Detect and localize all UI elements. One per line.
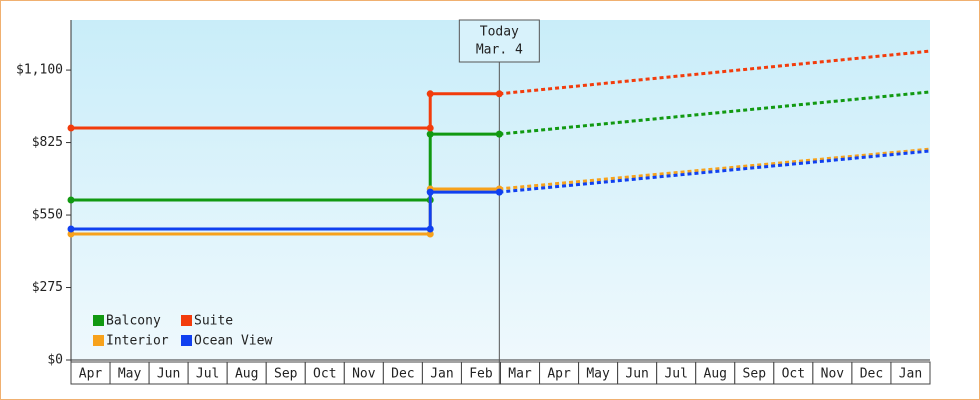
point [426, 188, 434, 196]
x-tick-label: Aug [235, 367, 258, 382]
x-tick-label: Oct [782, 367, 805, 382]
legend-swatch [181, 315, 192, 326]
x-tick-label: Dec [391, 367, 414, 382]
x-tick-label: Jul [196, 367, 219, 382]
x-tick-label: Jul [664, 367, 687, 382]
x-tick-label: Dec [860, 367, 883, 382]
forecast-line [499, 147, 931, 191]
price-line [71, 190, 500, 231]
x-tick-label: Nov [352, 367, 376, 382]
x-tick-label: Oct [313, 367, 336, 382]
legend-label: Ocean View [194, 334, 272, 349]
point [67, 196, 75, 204]
x-tick-label: Feb [469, 367, 493, 382]
point [495, 130, 503, 138]
forecast-line [499, 49, 931, 96]
point [67, 124, 75, 132]
legend-swatch [93, 315, 104, 326]
month-cell [890, 361, 931, 385]
legend-swatch [181, 335, 192, 346]
price-line [71, 132, 500, 202]
today-date: Mar. 4 [476, 43, 523, 58]
x-tick-label: Nov [821, 367, 845, 382]
x-tick-label: Jun [625, 367, 648, 382]
y-tick-label: $1,100 [16, 63, 63, 78]
y-tick-label: $275 [32, 280, 63, 295]
point [495, 90, 503, 98]
point [426, 130, 434, 138]
point [426, 124, 434, 132]
y-tick-label: $0 [47, 353, 63, 368]
x-tick-label: Jan [430, 367, 453, 382]
legend-swatch [93, 335, 104, 346]
legend-label: Interior [106, 334, 169, 349]
x-tick-label: May [118, 367, 142, 382]
x-tick-label: Sep [743, 367, 767, 382]
today-label: Today [480, 25, 519, 40]
y-tick-label: $825 [32, 135, 63, 150]
x-tick-label: Sep [274, 367, 298, 382]
legend-label: Suite [194, 314, 233, 329]
x-tick-label: Jan [899, 367, 922, 382]
x-tick-label: May [586, 367, 610, 382]
x-tick-label: Apr [79, 367, 103, 382]
point [426, 230, 434, 238]
forecast-line [499, 90, 931, 136]
point [426, 225, 434, 233]
x-tick-label: Jun [157, 367, 180, 382]
point [67, 230, 75, 238]
forecast-line [499, 149, 931, 194]
y-tick-label: $550 [32, 208, 63, 223]
point [426, 90, 434, 98]
x-tick-label: Apr [547, 367, 571, 382]
x-tick-label: Aug [704, 367, 727, 382]
x-tick-label: Mar [508, 367, 532, 382]
point [495, 188, 503, 196]
price-line [71, 92, 500, 130]
today-box [458, 19, 540, 63]
legend-label: Balcony [106, 314, 161, 329]
point [67, 225, 75, 233]
